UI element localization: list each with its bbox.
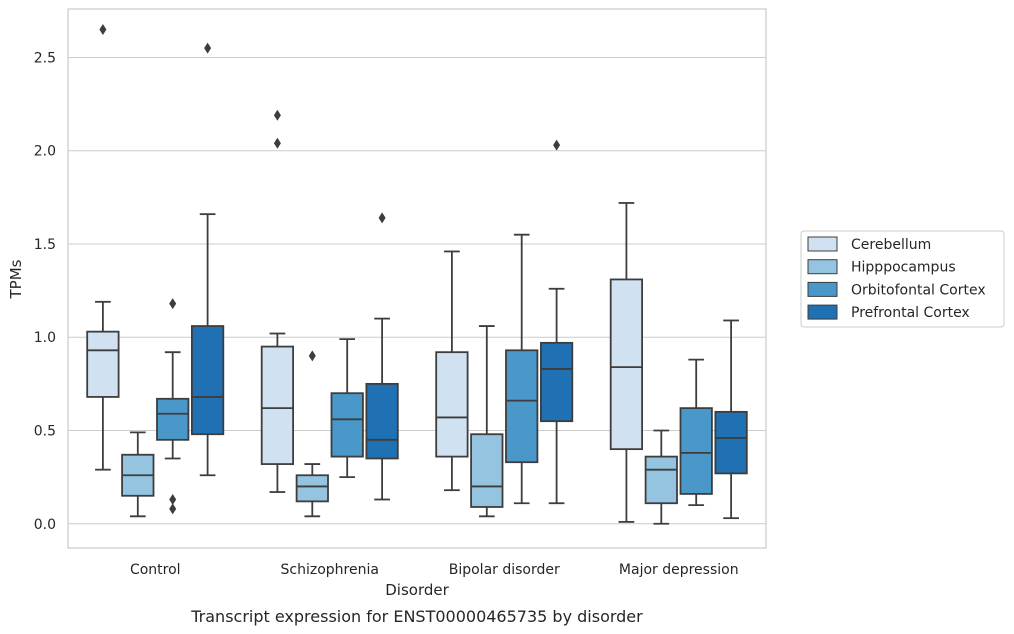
legend-label: Prefrontal Cortex: [851, 305, 970, 321]
box-2-3: [539, 139, 574, 505]
y-axis-ticks: 0.0 0.5 1.0 1.5 2.0 2.5: [34, 50, 56, 532]
outlier-point: [378, 212, 386, 224]
y-tick-label: 0.0: [34, 517, 56, 533]
x-tick-label: Bipolar disorder: [449, 562, 560, 578]
box-body: [539, 341, 574, 423]
outlier-point: [169, 494, 177, 506]
x-axis-label: Disorder: [385, 581, 449, 599]
legend-swatch: [807, 259, 838, 275]
outlier-point: [273, 109, 281, 121]
outlier-point: [204, 42, 212, 54]
legend-swatch: [807, 281, 838, 297]
outlier-point: [99, 24, 107, 36]
y-tick-label: 1.0: [34, 330, 56, 346]
box-body: [609, 278, 644, 451]
legend-label: Orbitofontal Cortex: [851, 282, 986, 298]
box-2-2: [505, 233, 539, 505]
outlier-point: [169, 298, 177, 310]
box-body: [470, 433, 504, 508]
y-tick-label: 2.0: [34, 144, 56, 160]
x-tick-label: Schizophrenia: [281, 562, 379, 578]
plot-frame: [67, 8, 767, 549]
box-3-1: [644, 429, 678, 525]
box-3-3: [714, 319, 748, 520]
box-plot-area: [86, 24, 748, 525]
box-body: [190, 325, 225, 436]
x-tick-label: Control: [130, 562, 181, 578]
box-0-1: [121, 431, 155, 518]
box-3-0: [609, 202, 644, 523]
box-1-1: [295, 350, 329, 518]
chart-caption: Transcript expression for ENST0000046573…: [190, 607, 643, 626]
outlier-point: [169, 503, 177, 515]
box-body: [156, 397, 190, 441]
legend-swatch: [807, 304, 838, 320]
box-body: [435, 351, 469, 458]
y-tick-label: 2.5: [34, 50, 56, 66]
outlier-point: [273, 137, 281, 149]
legend-swatch: [807, 236, 838, 252]
box-body: [86, 330, 120, 398]
box-3-2: [679, 358, 713, 507]
box-1-0: [260, 109, 295, 493]
box-body: [365, 382, 399, 460]
x-tick-label: Major depression: [619, 562, 739, 578]
box-2-0: [435, 250, 469, 492]
outlier-point: [308, 350, 316, 362]
y-axis-label: TPMs: [7, 259, 25, 299]
box-body: [714, 410, 748, 475]
legend-label: Cerebellum: [851, 237, 931, 253]
box-body: [330, 392, 364, 458]
box-body: [679, 407, 713, 495]
box-0-0: [86, 24, 120, 471]
box-1-2: [330, 338, 364, 479]
box-0-3: [190, 42, 225, 477]
y-tick-label: 0.5: [34, 424, 56, 440]
box-1-3: [365, 212, 399, 501]
box-body: [295, 474, 329, 503]
legend-frame: [800, 230, 1005, 328]
box-body: [644, 455, 678, 505]
legend-label: Hipppocampus: [851, 260, 956, 276]
box-body: [505, 349, 539, 464]
box-body: [260, 345, 295, 465]
outlier-point: [553, 139, 561, 151]
box-0-2: [156, 298, 190, 515]
legend: Cerebellum Hipppocampus Orbitofontal Corte…: [800, 230, 1005, 328]
x-axis-ticks: Control Schizophrenia Bipolar disorder Majo…: [130, 562, 739, 578]
box-2-1: [470, 325, 504, 518]
y-tick-label: 1.5: [34, 237, 56, 253]
